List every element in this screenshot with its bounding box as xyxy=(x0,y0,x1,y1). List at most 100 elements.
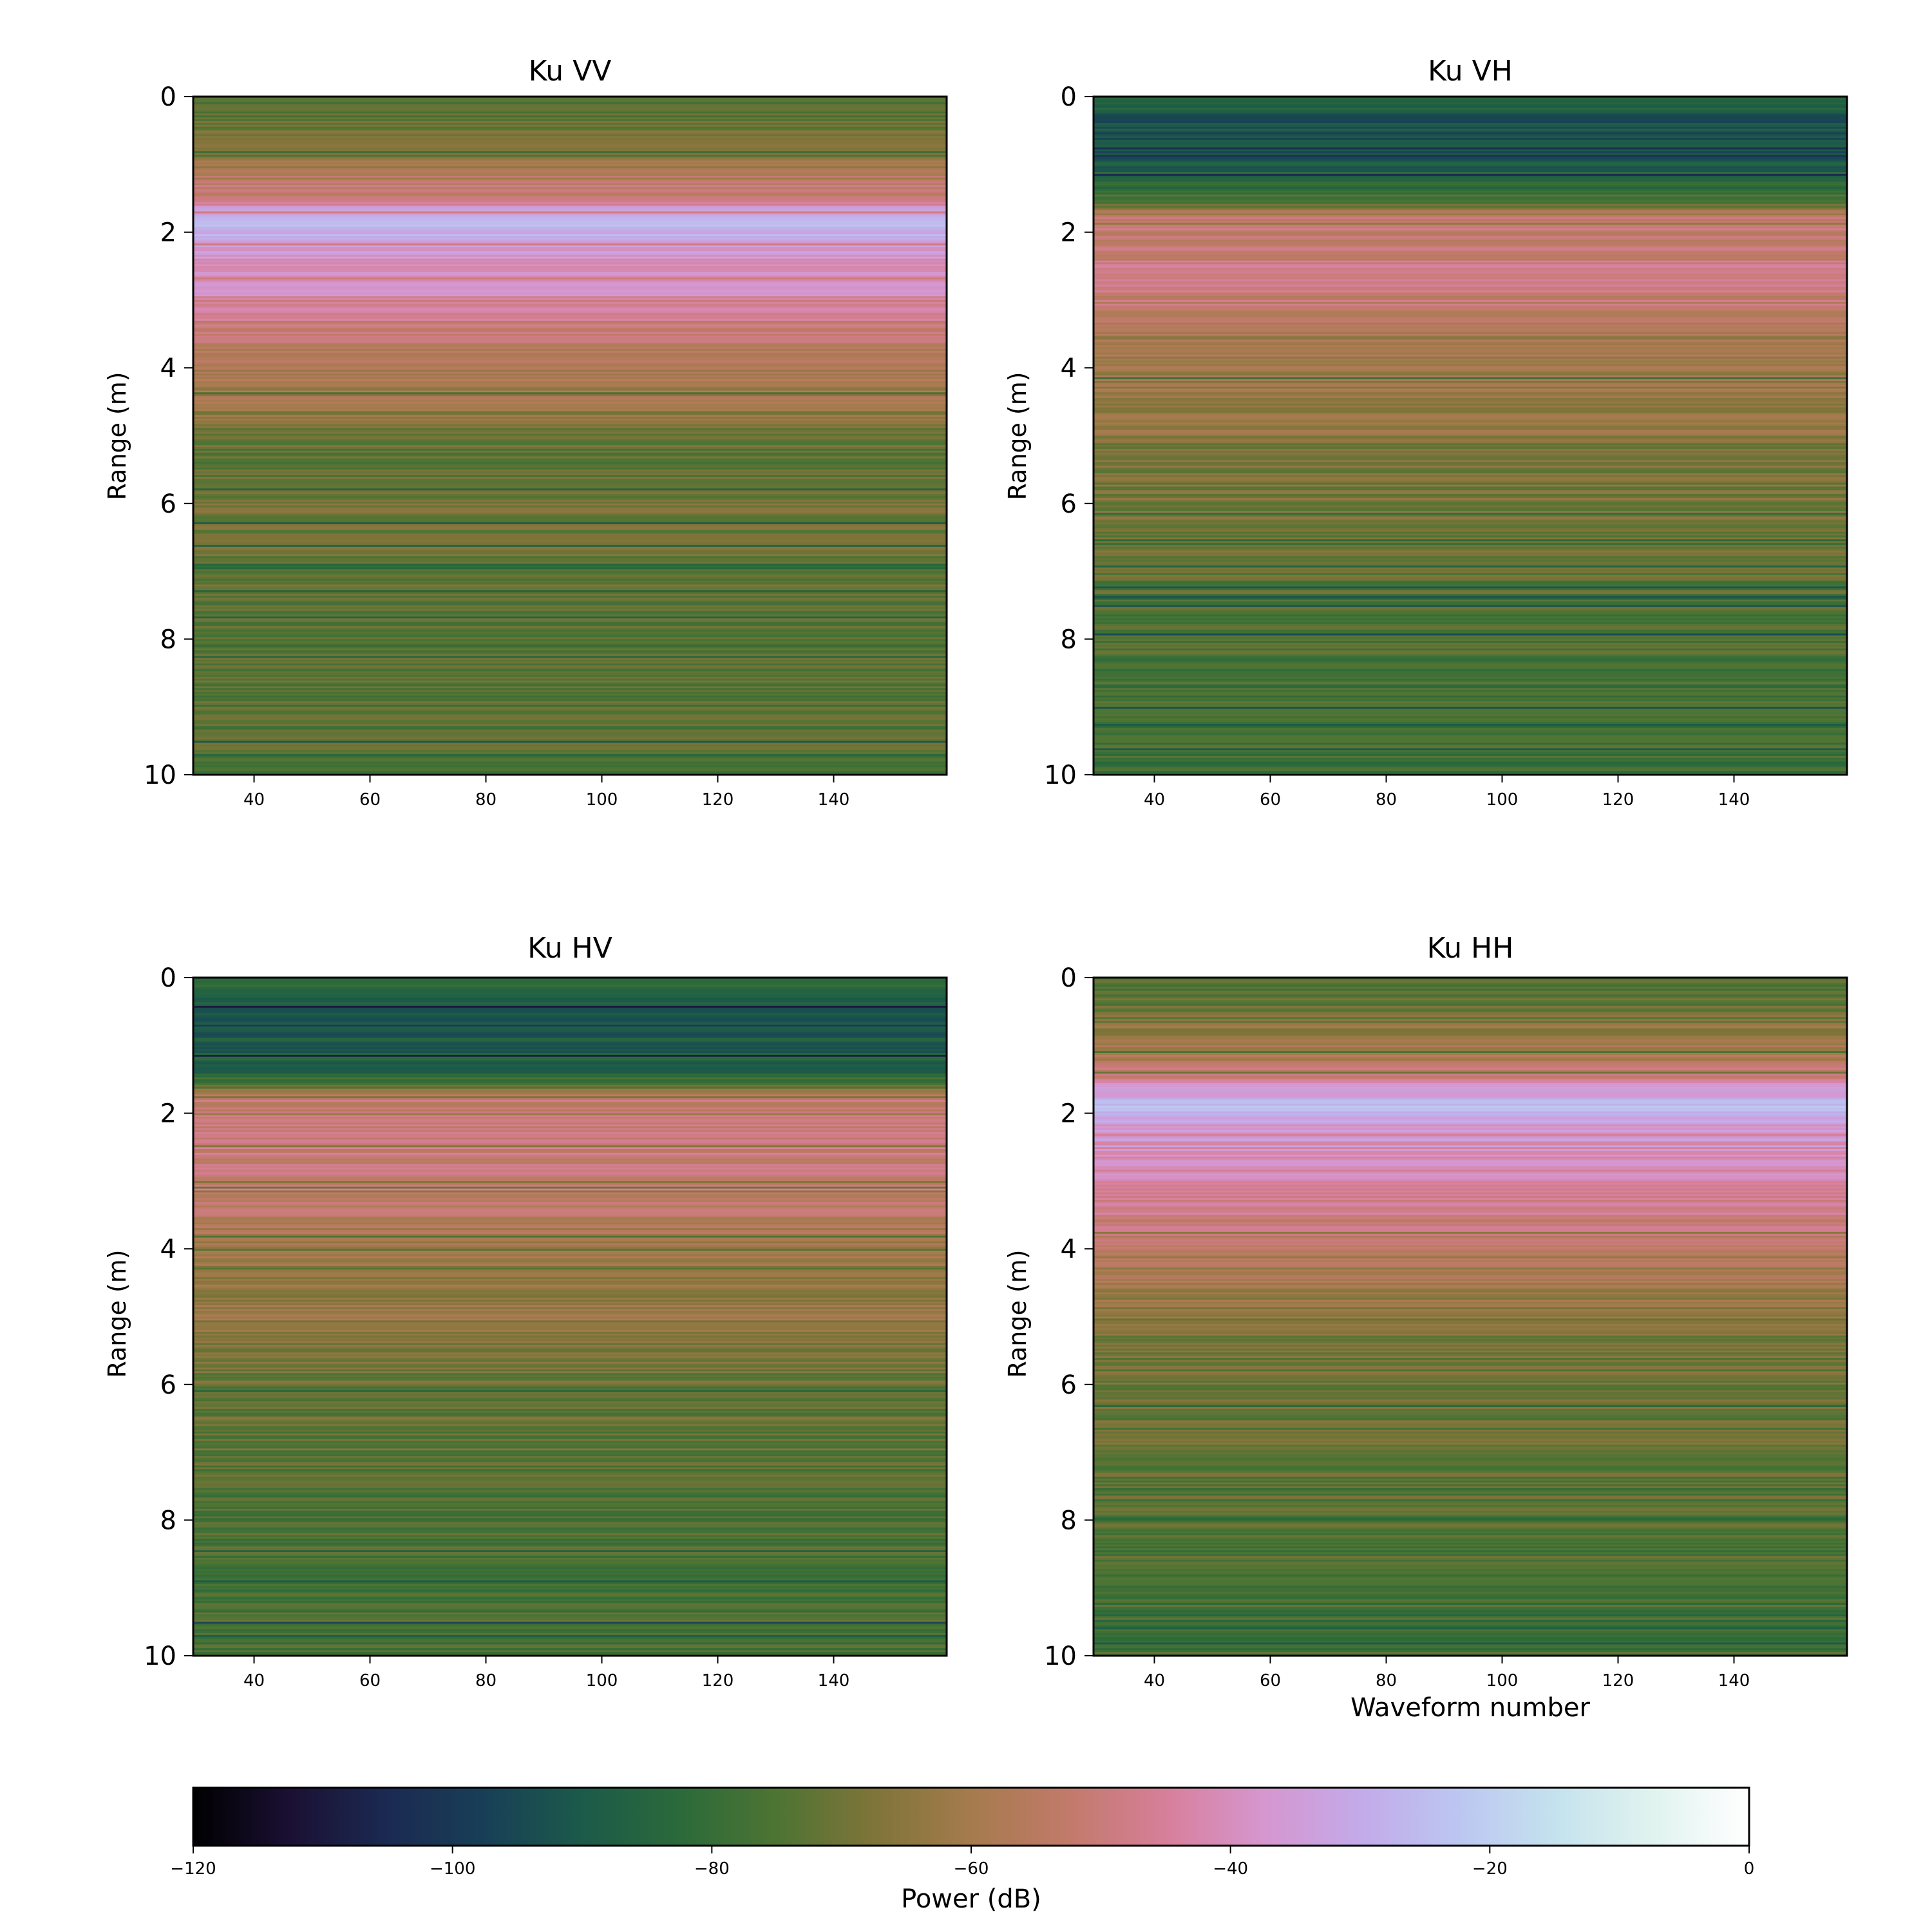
heatmap-range-bin xyxy=(1094,388,1847,391)
heatmap-plot-area[interactable] xyxy=(1092,95,1848,776)
heatmap-range-bin xyxy=(1094,1166,1847,1169)
heatmap-range-bin xyxy=(1094,130,1847,133)
heatmap-range-bin xyxy=(1094,1141,1847,1144)
heatmap-range-bin xyxy=(1094,696,1847,698)
x-tick-label: 100 xyxy=(1486,790,1519,810)
heatmap-range-bin xyxy=(1094,381,1847,384)
x-tick-label: 100 xyxy=(1486,1671,1519,1690)
heatmap-range-bin xyxy=(1094,1222,1847,1225)
heatmap-range-bin xyxy=(1094,1247,1847,1249)
heatmap-range-bin xyxy=(1094,1003,1847,1007)
heatmap-range-bin xyxy=(193,213,947,216)
heatmap-range-bin xyxy=(193,631,947,634)
heatmap-range-bin xyxy=(1094,1597,1847,1600)
heatmap-range-bin xyxy=(1094,1009,1847,1012)
heatmap-range-bin xyxy=(193,567,947,570)
heatmap-range-bin xyxy=(1094,1053,1847,1056)
heatmap-range-bin xyxy=(193,1443,947,1445)
heatmap-range-bin xyxy=(193,1388,947,1391)
heatmap-range-bin xyxy=(1094,480,1847,484)
heatmap-plot-area[interactable] xyxy=(192,95,948,776)
heatmap-range-bin xyxy=(193,1111,947,1114)
heatmap-range-bin xyxy=(1094,1605,1847,1607)
heatmap-range-bin xyxy=(1094,1410,1847,1414)
heatmap-range-bin xyxy=(1094,1326,1847,1329)
heatmap-range-bin xyxy=(1094,1555,1847,1558)
heatmap-range-bin xyxy=(1094,616,1847,619)
heatmap-range-bin xyxy=(193,426,947,429)
heatmap-range-bin xyxy=(193,554,947,557)
heatmap-range-bin xyxy=(1094,1051,1847,1054)
heatmap-range-bin xyxy=(1094,1320,1847,1323)
heatmap-range-bin xyxy=(193,1636,947,1640)
heatmap-range-bin xyxy=(1094,537,1847,540)
heatmap-range-bin xyxy=(1094,193,1847,195)
heatmap-range-bin xyxy=(193,1495,947,1498)
heatmap-range-bin xyxy=(193,401,947,404)
heatmap-range-bin xyxy=(1094,992,1847,995)
heatmap-range-bin xyxy=(1094,1394,1847,1396)
heatmap-range-bin xyxy=(1094,750,1847,753)
y-tick-label: 0 xyxy=(1061,82,1077,112)
heatmap-range-bin xyxy=(1094,428,1847,431)
heatmap-range-bin xyxy=(1094,1454,1847,1457)
heatmap-range-bin xyxy=(193,763,947,766)
heatmap-range-bin xyxy=(1094,454,1847,457)
heatmap-range-bin xyxy=(193,1235,947,1238)
heatmap-range-bin xyxy=(1094,1290,1847,1293)
heatmap-range-bin xyxy=(1094,1595,1847,1598)
heatmap-range-bin xyxy=(193,574,947,578)
heatmap-range-bin xyxy=(193,1011,947,1014)
heatmap-range-bin xyxy=(1094,690,1847,692)
heatmap-range-bin xyxy=(1094,1412,1847,1416)
heatmap-range-bin xyxy=(193,979,947,982)
heatmap-range-bin xyxy=(1094,513,1847,515)
x-tick-label: 60 xyxy=(359,790,381,810)
heatmap-range-bin xyxy=(193,1542,947,1546)
heatmap-range-bin xyxy=(193,411,947,413)
heatmap-range-bin xyxy=(1094,153,1847,156)
heatmap-range-bin xyxy=(193,1540,947,1544)
heatmap-range-bin xyxy=(193,1463,947,1466)
heatmap-range-bin xyxy=(193,433,947,437)
heatmap-range-bin xyxy=(1094,1624,1847,1626)
heatmap-range-bin xyxy=(193,108,947,111)
heatmap-range-bin xyxy=(1094,1143,1847,1146)
heatmap-range-bin xyxy=(193,296,947,299)
heatmap-range-bin xyxy=(193,1416,947,1419)
heatmap-plot-area[interactable] xyxy=(192,976,948,1657)
heatmap-range-bin xyxy=(1094,1437,1847,1440)
heatmap-range-bin xyxy=(1094,680,1847,683)
y-tick-label: 0 xyxy=(160,963,176,993)
heatmap-range-bin xyxy=(193,1220,947,1223)
heatmap-range-bin xyxy=(1094,697,1847,700)
heatmap-range-bin xyxy=(1094,1524,1847,1526)
heatmap-range-bin xyxy=(1094,1064,1847,1067)
heatmap-range-bin xyxy=(1094,1023,1847,1025)
heatmap-range-bin xyxy=(1094,379,1847,382)
heatmap-range-bin xyxy=(1094,1081,1847,1084)
heatmap-range-bin xyxy=(1094,1569,1847,1571)
heatmap-range-bin xyxy=(193,303,947,307)
heatmap-range-bin xyxy=(193,1587,947,1591)
y-axis-label: Range (m) xyxy=(1003,372,1032,500)
heatmap-range-bin xyxy=(193,1307,947,1310)
heatmap-range-bin xyxy=(1094,1265,1847,1269)
heatmap-range-bin xyxy=(193,708,947,712)
heatmap-range-bin xyxy=(193,277,947,280)
heatmap-range-bin xyxy=(1094,140,1847,142)
heatmap-range-bin xyxy=(193,471,947,474)
heatmap-range-bin xyxy=(1094,452,1847,455)
heatmap-range-bin xyxy=(1094,1428,1847,1430)
heatmap-range-bin xyxy=(1094,484,1847,488)
heatmap-range-bin xyxy=(1094,1056,1847,1059)
heatmap-range-bin xyxy=(193,1265,947,1269)
heatmap-range-bin xyxy=(1094,516,1847,519)
heatmap-range-bin xyxy=(193,513,947,515)
heatmap-range-bin xyxy=(1094,162,1847,165)
heatmap-range-bin xyxy=(193,417,947,419)
heatmap-plot-area[interactable] xyxy=(1092,976,1848,1657)
heatmap-range-bin xyxy=(193,669,947,672)
heatmap-range-bin xyxy=(193,189,947,191)
heatmap-range-bin xyxy=(193,992,947,995)
